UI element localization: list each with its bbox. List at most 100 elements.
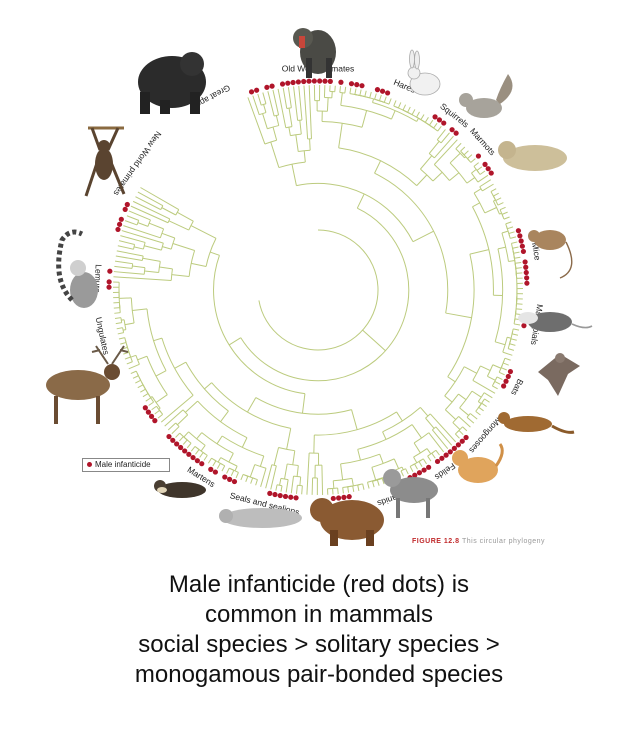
branch-line [114,260,133,265]
branch-arc [267,125,279,130]
branch-line [397,102,402,109]
infanticide-dot [485,166,491,172]
branch-line [420,155,433,170]
branch-line [414,463,418,470]
branch-line [431,429,449,450]
branch-line [425,417,435,429]
branch-arc [211,382,291,429]
branch-line [262,92,267,104]
branch-line [115,255,143,261]
branch-line [357,449,361,461]
branch-line [161,232,175,239]
opossum-icon [518,312,593,332]
branch-line [114,265,133,269]
branch-line [482,183,494,192]
branch-line [473,162,479,167]
clade-label: Bats [509,377,525,397]
branch-line [119,297,132,299]
infanticide-dot [330,495,336,502]
branch-line [140,388,146,393]
branch-line [339,86,341,93]
branch-line [200,445,206,452]
infanticide-dot [451,445,457,451]
branch-line [306,453,310,495]
branch-line [356,193,365,209]
branch-line [116,250,144,257]
branch-line [432,171,443,182]
infanticide-dot [463,434,469,441]
branch-arc [130,297,135,324]
branch-line [130,370,137,375]
infanticide-dot [520,248,527,255]
infanticide-dot [432,114,438,120]
branch-arc [472,365,481,381]
branch-line [440,132,450,144]
branch-line [124,356,131,360]
branch-line [270,141,280,168]
branch-line [436,129,446,141]
branch-line [337,487,339,495]
infanticide-dot [348,81,355,87]
branch-arc [170,237,176,250]
branch-line [137,191,164,207]
branch-line [407,106,411,113]
branch-line [116,327,123,330]
infanticide-dot [436,117,443,123]
branch-line [433,122,438,129]
branch-line [409,466,414,472]
infanticide-dot [116,221,123,227]
branch-line [182,439,188,445]
infanticide-dot [385,90,391,96]
branch-line [164,409,184,427]
branch-arc [261,103,267,106]
phylogeny-branches [113,85,523,496]
branch-line [270,465,277,490]
branch-line [186,442,192,449]
branch-line [171,274,190,277]
infanticide-dot [354,82,360,88]
branch-line [379,453,384,464]
branch-line [291,164,297,186]
infanticide-dot [517,233,523,239]
infanticide-dot [441,120,447,126]
branch-line [433,139,458,165]
branch-line [137,222,149,227]
infanticide-dot [374,87,381,93]
branch-arc [339,91,345,94]
branch-line [514,256,521,259]
branch-line [344,86,347,94]
branch-line [516,308,523,310]
branch-arc [122,327,125,333]
branch-line [502,351,513,356]
branch-line [372,98,375,103]
clade-label: Felids [433,461,457,482]
branch-line [309,138,311,151]
legend-dot-icon [87,462,92,468]
branch-line [203,455,208,461]
infanticide-dot [182,448,188,454]
branch-line [449,152,461,164]
branch-line [411,424,422,439]
branch-line [120,342,127,345]
branch-line [429,413,457,443]
branch-line [171,426,180,435]
branch-line [155,370,167,377]
branch-line [177,211,194,222]
infanticide-dot [194,458,200,464]
branch-line [497,202,504,206]
clade-label: Marmots [468,126,498,157]
branch-line [452,422,461,430]
infanticide-dot [118,216,124,222]
branch-line [299,476,302,486]
branch-line [124,322,135,326]
branch-line [418,461,423,467]
branch-line [477,174,489,183]
branch-line [249,464,256,478]
infanticide-dot [482,161,488,167]
branch-line [326,97,329,112]
branch-line [431,452,436,459]
branch-line [501,367,507,371]
caption-line-3: social species > solitary species > [138,631,500,658]
branch-line [144,245,162,251]
branch-line [132,200,171,220]
